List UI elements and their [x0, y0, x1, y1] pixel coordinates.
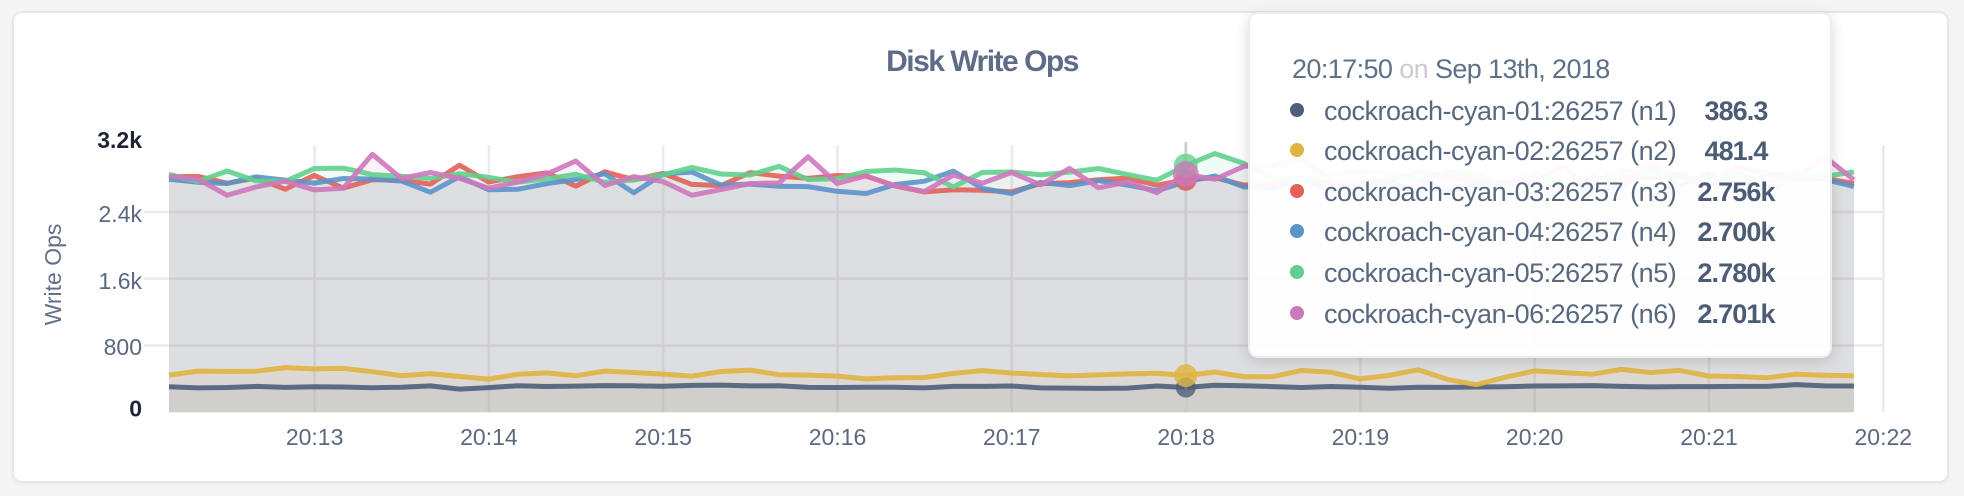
svg-text:20:18: 20:18	[1157, 424, 1215, 450]
svg-text:20:16: 20:16	[809, 424, 867, 450]
svg-text:20:13: 20:13	[286, 424, 344, 450]
svg-text:Write Ops: Write Ops	[40, 224, 66, 326]
svg-text:800: 800	[104, 334, 142, 360]
svg-text:20:22: 20:22	[1855, 424, 1913, 450]
svg-text:2.4k: 2.4k	[99, 201, 143, 227]
svg-text:3.2k: 3.2k	[97, 127, 142, 153]
svg-text:20:15: 20:15	[634, 424, 692, 450]
svg-text:20:21: 20:21	[1680, 424, 1738, 450]
svg-text:0: 0	[129, 396, 142, 422]
svg-text:1.6k: 1.6k	[99, 268, 143, 294]
svg-text:20:20: 20:20	[1506, 424, 1564, 450]
svg-text:20:14: 20:14	[460, 424, 518, 450]
svg-text:20:19: 20:19	[1332, 424, 1390, 450]
svg-text:20:17: 20:17	[983, 424, 1041, 450]
